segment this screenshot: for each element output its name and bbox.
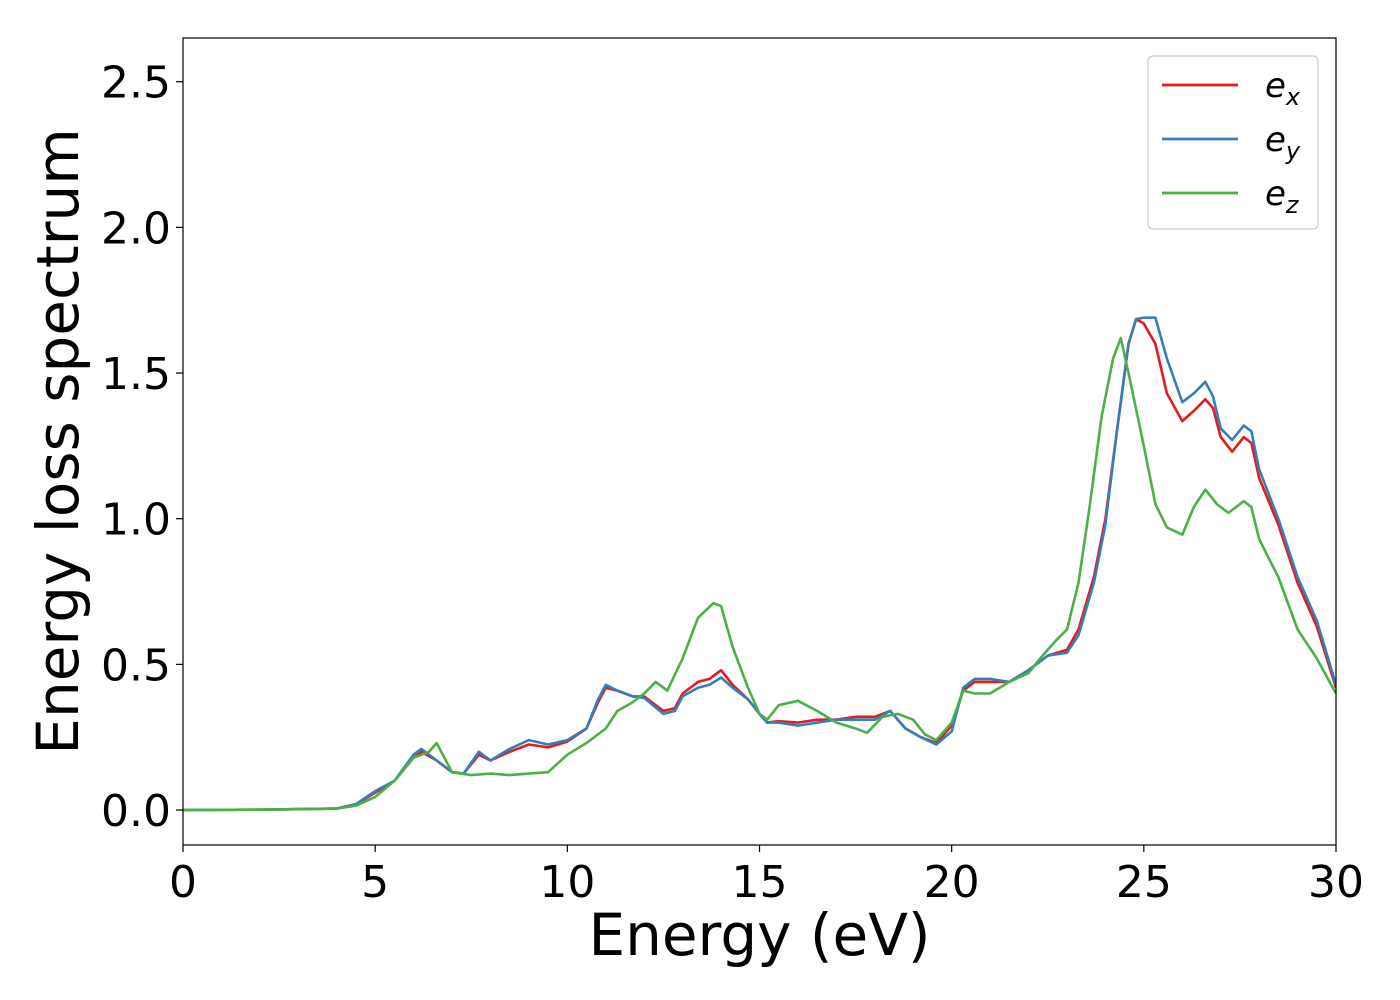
- x-tick-label: 25: [1116, 857, 1172, 908]
- series-layer: [183, 316, 1336, 812]
- y-tick-label: 1.5: [101, 349, 171, 400]
- x-axis: 0 5 10 15 20 25 30: [169, 845, 1364, 908]
- legend: ex ey ez: [1147, 55, 1319, 230]
- y-axis-label: Energy loss spectrum: [24, 128, 92, 754]
- legend-box: [1147, 55, 1319, 230]
- x-tick-label: 5: [361, 857, 389, 908]
- y-tick-label: 2.0: [101, 203, 171, 254]
- x-tick-label: 15: [732, 857, 788, 908]
- y-tick-label: 0.0: [101, 786, 171, 837]
- x-tick-label: 0: [169, 857, 197, 908]
- x-axis-label: Energy (eV): [588, 901, 930, 969]
- y-tick-label: 1.0: [101, 495, 171, 546]
- x-tick-label: 20: [924, 857, 980, 908]
- x-tick-label: 10: [539, 857, 595, 908]
- series-line-y: [183, 316, 1336, 812]
- legend-label-y: ey: [1265, 120, 1301, 165]
- y-tick-label: 2.5: [101, 58, 171, 109]
- y-tick-label: 0.5: [101, 640, 171, 691]
- x-tick-label: 30: [1308, 857, 1364, 908]
- series-line-z: [183, 336, 1336, 812]
- legend-label-z: ez: [1265, 174, 1300, 219]
- legend-label-x: ex: [1265, 66, 1301, 111]
- y-axis: 0.0 0.5 1.0 1.5 2.0 2.5: [101, 58, 183, 837]
